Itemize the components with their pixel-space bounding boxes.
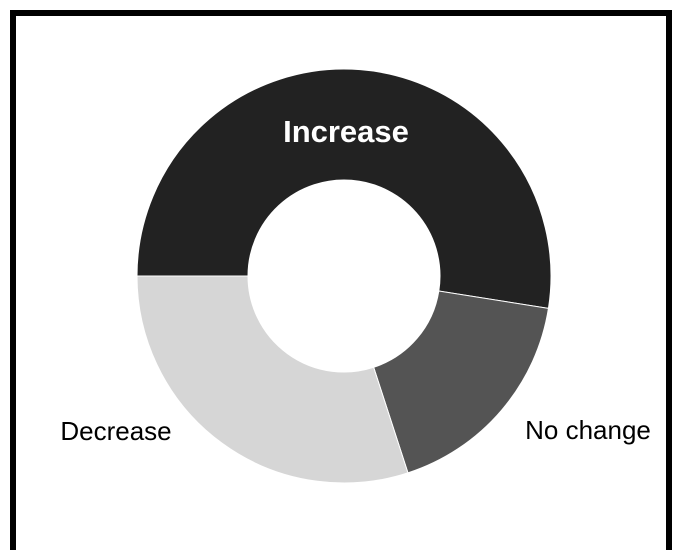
slice-decrease xyxy=(136,275,409,484)
donut-slices xyxy=(136,68,552,484)
label-no-change: No change xyxy=(525,415,651,445)
slice-increase xyxy=(136,68,552,309)
label-decrease: Decrease xyxy=(60,416,171,446)
slice-no-change xyxy=(373,290,550,474)
label-increase: Increase xyxy=(283,114,409,149)
slice-labels: Increase No change Decrease xyxy=(60,114,651,446)
